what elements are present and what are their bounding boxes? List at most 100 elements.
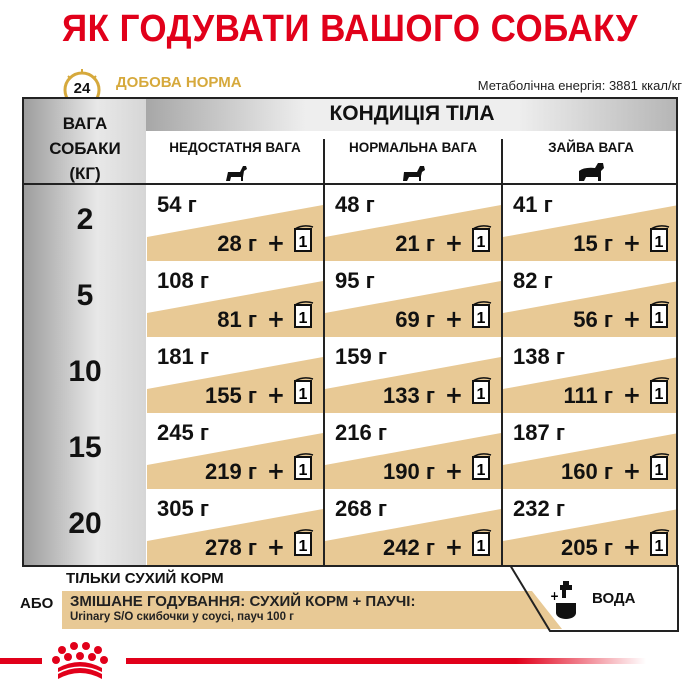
dry-only-amount: 305 г	[157, 496, 209, 521]
pouch-icon: 1	[294, 453, 314, 480]
column-header-0: НЕДОСТАТНЯ ВАГА	[146, 131, 324, 184]
mixed-portion-bg	[503, 357, 676, 413]
pouch-count: 1	[477, 310, 486, 327]
pouch-count: 1	[299, 538, 308, 555]
plus-sign: +	[622, 229, 641, 257]
mixed-portion-bg	[147, 205, 323, 261]
mixed-portion-bg	[325, 357, 501, 413]
daily-norm-label: ДОБОВА НОРМА	[116, 74, 242, 91]
dry-only-amount: 41 г	[513, 192, 553, 217]
mixed-dry-amount: 133 г	[383, 383, 435, 408]
portion-cell: 187 г 160 г +1	[503, 413, 676, 489]
mixed-portion-bg	[503, 433, 676, 489]
column-header-2: ЗАЙВА ВАГА	[502, 131, 676, 184]
pouch-icon: 1	[294, 225, 314, 252]
portion-cell: 138 г 111 г +1	[503, 337, 676, 413]
plus-sign: +	[444, 305, 463, 333]
plus-sign: +	[266, 381, 285, 409]
dry-only-amount: 108 г	[157, 268, 209, 293]
portion-cell: 245 г 219 г +1	[147, 413, 323, 489]
pouch-icon: 1	[650, 453, 670, 480]
pouch-icon: 1	[472, 377, 492, 404]
pouch-count: 1	[299, 310, 308, 327]
royal-canin-crown-logo	[52, 642, 108, 679]
legend-water: ВОДА	[592, 590, 636, 607]
mixed-dry-amount: 81 г	[217, 307, 257, 332]
pouch-count: 1	[477, 538, 486, 555]
pouch-icon: 1	[472, 453, 492, 480]
pouch-count: 1	[477, 386, 486, 403]
pouch-count: 1	[655, 310, 664, 327]
dry-only-amount: 138 г	[513, 344, 565, 369]
mixed-portion-bg	[503, 205, 676, 261]
page-title: ЯК ГОДУВАТИ ВАШОГО СОБАКУ	[62, 8, 638, 50]
dry-only-amount: 181 г	[157, 344, 209, 369]
dry-only-amount: 216 г	[335, 420, 387, 445]
portion-cell: 181 г 155 г +1	[147, 337, 323, 413]
mixed-dry-amount: 28 г	[217, 231, 257, 256]
mixed-portion-bg	[147, 509, 323, 565]
svg-text:+: +	[550, 589, 559, 603]
dog-silhouette-icon	[579, 163, 604, 181]
weight-header: ВАГА СОБАКИ (КГ)	[24, 111, 146, 186]
pouch-icon: 1	[650, 377, 670, 404]
weight-kg: 2	[76, 203, 94, 236]
weight-kg: 20	[68, 507, 102, 540]
mixed-portion-bg	[147, 281, 323, 337]
pouch-icon: 1	[472, 301, 492, 328]
dry-only-amount: 54 г	[157, 192, 197, 217]
feeding-table: КОНДИЦІЯ ТІЛА ВАГА СОБАКИ (КГ) НЕДОСТАТН…	[22, 97, 678, 567]
portion-cell: 95 г 69 г +1	[325, 261, 501, 337]
mixed-dry-amount: 219 г	[205, 459, 257, 484]
dry-only-amount: 187 г	[513, 420, 565, 445]
pouch-icon: 1	[472, 529, 492, 556]
pouch-count: 1	[299, 462, 308, 479]
clock-label: 24	[74, 80, 91, 97]
plus-sign: +	[622, 381, 641, 409]
pouch-count: 1	[655, 386, 664, 403]
plus-sign: +	[444, 457, 463, 485]
mixed-portion-bg	[147, 357, 323, 413]
weight-header-line: ВАГА	[62, 114, 108, 133]
portion-cell: 305 г 278 г +1	[147, 489, 323, 565]
dry-only-amount: 95 г	[335, 268, 375, 293]
portion-cell: 48 г 21 г +1	[325, 185, 501, 261]
column-header-1: НОРМАЛЬНА ВАГА	[324, 131, 502, 184]
plus-sign: +	[444, 533, 463, 561]
brand-bar	[0, 658, 646, 664]
column-divider	[323, 139, 325, 565]
plus-sign: +	[444, 229, 463, 257]
dry-only-amount: 159 г	[335, 344, 387, 369]
mixed-portion-bg	[325, 509, 501, 565]
mixed-dry-amount: 21 г	[395, 231, 435, 256]
condition-header: КОНДИЦІЯ ТІЛА	[329, 102, 495, 125]
mixed-dry-amount: 155 г	[205, 383, 257, 408]
mixed-portion-bg	[325, 281, 501, 337]
pouch-icon: 1	[294, 529, 314, 556]
pouch-count: 1	[477, 462, 486, 479]
portion-cell: 268 г 242 г +1	[325, 489, 501, 565]
mixed-dry-amount: 111 г	[563, 383, 613, 408]
weight-header-line: (КГ)	[69, 164, 101, 183]
dry-only-amount: 232 г	[513, 496, 565, 521]
pouch-count: 1	[299, 386, 308, 403]
weight-header-line: СОБАКИ	[49, 139, 121, 158]
mixed-portion-bg	[325, 433, 501, 489]
dry-only-amount: 268 г	[335, 496, 387, 521]
dog-silhouette-icon	[403, 166, 425, 181]
legend-mixed: ЗМІШАНЕ ГОДУВАННЯ: СУХИЙ КОРМ + ПАУЧІ:	[70, 593, 416, 610]
dry-only-amount: 245 г	[157, 420, 209, 445]
water-box: +	[509, 565, 679, 632]
weight-kg: 5	[76, 279, 94, 312]
plus-sign: +	[266, 305, 285, 333]
legend-mixed-detail: Urinary S/O скибочки у соусі, пауч 100 г	[70, 611, 294, 623]
mixed-dry-amount: 160 г	[561, 459, 613, 484]
portion-cell: 159 г 133 г +1	[325, 337, 501, 413]
pouch-icon: 1	[650, 225, 670, 252]
mixed-portion-bg	[503, 281, 676, 337]
header-divider	[24, 183, 676, 185]
pouch-count: 1	[655, 462, 664, 479]
pouch-icon: 1	[650, 301, 670, 328]
plus-sign: +	[622, 305, 641, 333]
plus-sign: +	[266, 229, 285, 257]
